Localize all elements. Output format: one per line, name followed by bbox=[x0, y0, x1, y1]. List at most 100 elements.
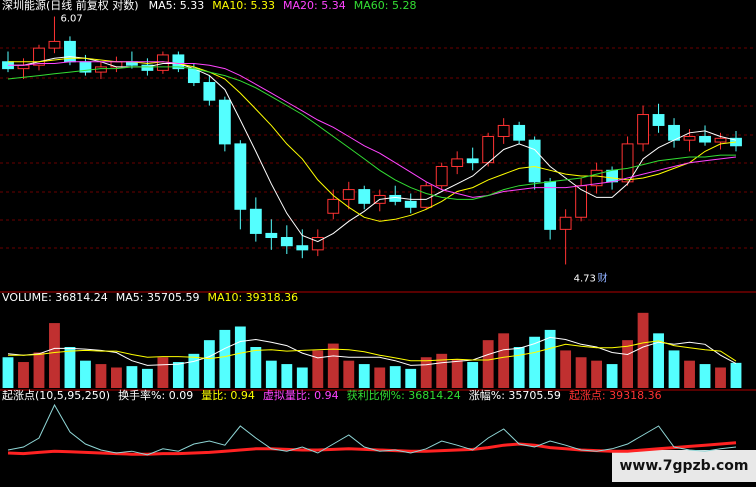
legend-text: MA10: 5.33 bbox=[212, 0, 275, 12]
volume-bar bbox=[2, 357, 14, 388]
candle-body bbox=[621, 143, 634, 183]
candle-body bbox=[33, 47, 45, 66]
candle-body bbox=[249, 208, 262, 234]
series-line bbox=[7, 403, 737, 456]
volume-bar bbox=[715, 367, 726, 388]
volume-bar bbox=[436, 353, 448, 388]
candle-body bbox=[528, 139, 541, 183]
volume-bar bbox=[482, 340, 494, 388]
series-line bbox=[8, 61, 737, 198]
candle-body bbox=[466, 158, 479, 164]
candle-body bbox=[482, 135, 495, 164]
volume-bar bbox=[265, 360, 277, 388]
volume-bar bbox=[64, 347, 76, 388]
volume-bar bbox=[250, 347, 262, 388]
candle-body bbox=[172, 54, 185, 70]
watermark: www.7gpzb.com bbox=[619, 458, 748, 474]
candle-body bbox=[683, 135, 696, 141]
volume-bar bbox=[312, 350, 324, 388]
legend-text: MA5: 5.33 bbox=[149, 0, 205, 12]
series-line bbox=[8, 57, 737, 222]
volume-bar bbox=[343, 360, 355, 388]
series-line bbox=[7, 336, 737, 366]
volume-bar bbox=[374, 367, 386, 388]
volume-bar bbox=[126, 366, 138, 388]
volume-bar bbox=[606, 364, 618, 388]
candle-body bbox=[699, 135, 711, 143]
volume-bar bbox=[80, 360, 91, 388]
volume-bar bbox=[234, 326, 246, 388]
series-line bbox=[8, 340, 737, 362]
volume-bar bbox=[560, 350, 572, 388]
volume-bar bbox=[111, 367, 122, 388]
volume-bar bbox=[172, 362, 184, 388]
volume-bar bbox=[389, 366, 401, 388]
candle-body bbox=[637, 114, 649, 145]
candle-body bbox=[420, 185, 433, 208]
candle-body bbox=[280, 237, 293, 247]
volume-bar bbox=[668, 350, 680, 388]
legend-text: MA60: 5.28 bbox=[354, 0, 417, 12]
candle-body bbox=[404, 200, 417, 208]
low-label: 4.73 bbox=[574, 273, 596, 284]
candle-body bbox=[559, 216, 572, 230]
candle-body bbox=[342, 189, 355, 200]
series-line bbox=[7, 66, 736, 200]
volume-bar bbox=[451, 359, 463, 388]
candle-body bbox=[497, 124, 510, 137]
volume-bar bbox=[188, 353, 200, 388]
price-grid bbox=[0, 47, 756, 249]
volume-bar bbox=[33, 352, 45, 388]
volume-bar bbox=[420, 357, 432, 388]
legend-text: 获利比例%: 36814.24 bbox=[347, 388, 461, 402]
candle-body bbox=[48, 40, 61, 49]
chart-title: 深圳能源(日线 前复权 对数) bbox=[2, 0, 139, 12]
candle-body bbox=[451, 158, 464, 167]
low-tag: 财 bbox=[598, 271, 608, 284]
legend-text: MA5: 35705.59 bbox=[116, 291, 200, 304]
volume-bar bbox=[18, 362, 29, 388]
candle-body bbox=[435, 165, 448, 187]
candle-body bbox=[513, 124, 526, 141]
candle-body bbox=[606, 169, 619, 183]
legend-text: MA10: 39318.36 bbox=[207, 291, 298, 304]
watermark-box bbox=[612, 450, 756, 482]
volume-bar bbox=[730, 362, 742, 388]
volume-bar bbox=[591, 360, 603, 388]
volume-bar bbox=[699, 364, 711, 388]
candle-body bbox=[327, 198, 340, 214]
volume-bar bbox=[281, 364, 293, 388]
candle-body bbox=[389, 194, 402, 202]
candle-body bbox=[296, 245, 309, 251]
legend-text: MA20: 5.34 bbox=[283, 0, 346, 12]
candle-body bbox=[575, 185, 588, 218]
volume-bar bbox=[327, 343, 339, 388]
volume-bar bbox=[95, 364, 107, 388]
volume-bar bbox=[622, 340, 633, 388]
candle-body bbox=[218, 99, 231, 145]
candle-body bbox=[141, 64, 154, 71]
legend-text: 起涨点: 39318.36 bbox=[569, 389, 662, 402]
candle-body bbox=[234, 143, 247, 210]
legend-text: 虚拟量比: 0.94 bbox=[263, 388, 339, 402]
volume-bar bbox=[529, 336, 541, 388]
volume-bar bbox=[575, 357, 587, 388]
candle-body bbox=[203, 82, 216, 101]
volume-bar bbox=[498, 333, 510, 388]
candle-body bbox=[358, 189, 371, 204]
series-line bbox=[7, 441, 737, 456]
candle-body bbox=[652, 114, 665, 126]
candle-body bbox=[714, 137, 727, 143]
volume-bar bbox=[405, 368, 417, 388]
volume-bar bbox=[467, 362, 479, 388]
volume-bar bbox=[296, 367, 308, 388]
volume-bar bbox=[203, 340, 215, 388]
volume-bar bbox=[544, 329, 556, 388]
volume-bar bbox=[653, 333, 664, 388]
legend-text: 起涨点(10,5,95,250) bbox=[2, 389, 110, 402]
volume-bar bbox=[513, 347, 525, 388]
legend-text: VOLUME: 36814.24 bbox=[2, 291, 108, 304]
high-label: 6.07 bbox=[60, 14, 82, 25]
volume-bar bbox=[49, 323, 60, 388]
